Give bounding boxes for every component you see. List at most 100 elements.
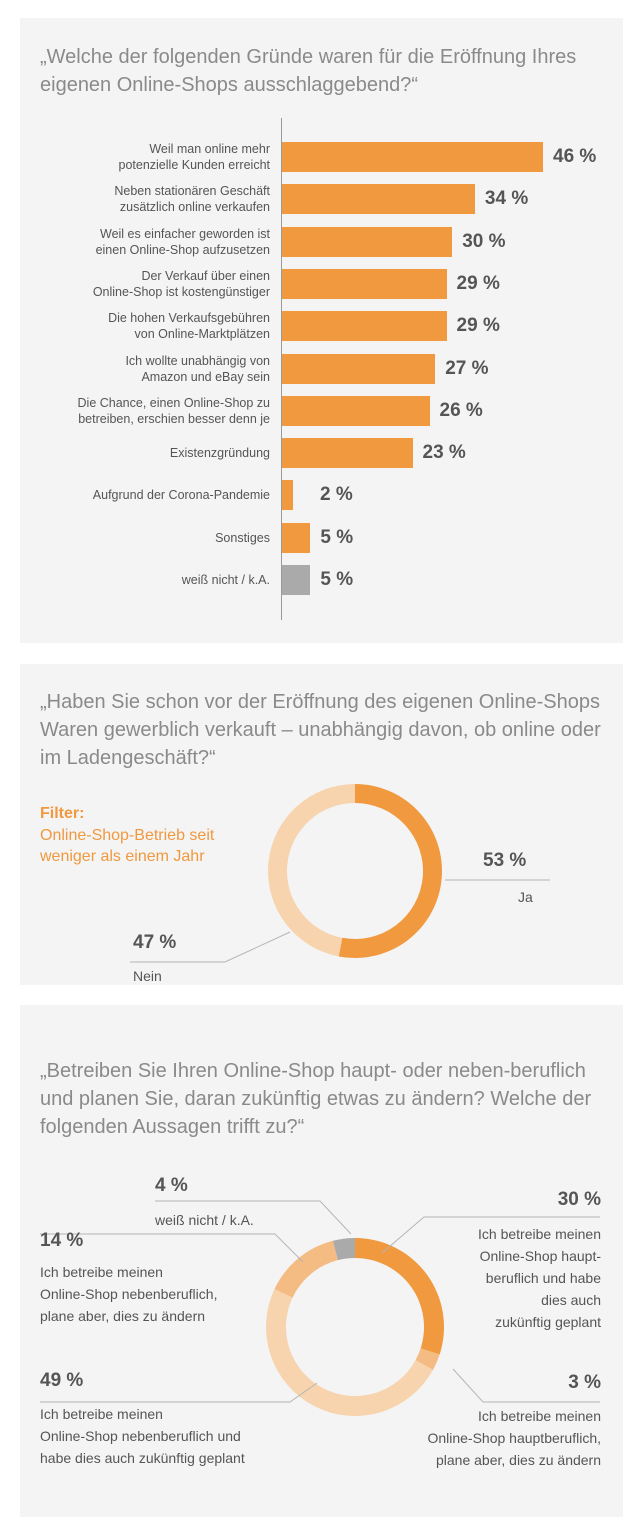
- donut-slice: [338, 784, 442, 958]
- employment-chart-panel: „Betreiben Sie Ihren Online-Shop haupt- …: [20, 1005, 623, 1517]
- bar-value-label: 5 %: [320, 526, 354, 548]
- bar-value-label: 5 %: [320, 569, 354, 590]
- bar-label: Existenzgründung: [20, 445, 270, 461]
- bar-label-line: Weil man online mehr: [149, 142, 270, 156]
- bar: [282, 480, 294, 511]
- bar-label: weiß nicht / k.A.: [20, 572, 270, 588]
- bar: [282, 226, 453, 257]
- bar-label-line: von Online-Marktplätzen: [134, 327, 270, 342]
- slice-label-line: plane aber, dies zu ändern: [435, 1452, 601, 1468]
- bar-label-line: betreiben, erschien besser denn je: [78, 411, 270, 426]
- bar: [282, 311, 447, 342]
- question-prior-sales: „Haben Sie schon vor der Eröffnung des e…: [40, 691, 601, 769]
- bar-label-line: potenzielle Kunden erreicht: [118, 158, 271, 172]
- bar-value-label: 29 %: [456, 315, 500, 337]
- filter-text: Online-Shop-Betrieb seit weniger als ein…: [40, 827, 215, 865]
- bar-label-line: Die hohen Verkaufsgebühren: [108, 311, 270, 326]
- slice-label-line: Ich betreibe meinen: [40, 1406, 163, 1422]
- bar-label: Der Verkauf über einen Online-Shop ist ko…: [20, 268, 270, 300]
- bar-value-label: 27 %: [445, 357, 489, 379]
- slice-label-line: Ich betreibe meinen: [478, 1226, 601, 1242]
- bar: [282, 522, 311, 553]
- bar-label: Aufgrund der Corona-Pandemie: [20, 487, 270, 503]
- slice-ja-label: Ja: [518, 889, 533, 905]
- filter-title: Filter:: [40, 805, 85, 822]
- bar-label-line: Online-Shop ist kostengünstiger: [92, 284, 270, 299]
- donut-slice: [355, 1238, 444, 1355]
- bar: [282, 565, 311, 595]
- donut-chart-employment: [40, 1200, 600, 1416]
- bar-chart-axis: [281, 118, 282, 620]
- bar-label-line: Der Verkauf über einen: [141, 268, 270, 283]
- leader-line: [381, 1216, 600, 1254]
- bar-label-line: Sonstiges: [215, 530, 270, 545]
- slice-label-line: beruflich und habe: [485, 1270, 601, 1286]
- slice-category-label: Ich betreibe meinen Online-Shop nebenberu…: [40, 1403, 245, 1469]
- question-employment: „Betreiben Sie Ihren Online-Shop haupt- …: [40, 1060, 592, 1138]
- donut-slice: [268, 784, 355, 957]
- slice-label-line: Ich betreibe meinen: [40, 1264, 163, 1280]
- bar: [282, 142, 543, 172]
- bar-value-label: 2 %: [320, 484, 353, 506]
- bar-label: Neben stationären Geschäft zusätzlich onl…: [20, 183, 270, 215]
- slice-label-line: habe dies auch zukünftig geplant: [40, 1450, 245, 1466]
- bar-label: Weil man online mehr potenzielle Kunden e…: [20, 141, 271, 173]
- bar-label-line: weiß nicht / k.A.: [181, 573, 270, 587]
- slice-label-line: dies auch: [541, 1292, 601, 1308]
- bar-value-label: 46 %: [553, 146, 597, 167]
- bar-label: Die Chance, einen Online-Shop zu betreibe…: [20, 395, 270, 427]
- slice-nein-value: 47 %: [133, 932, 177, 953]
- leader-line-nein: [130, 931, 291, 963]
- bar: [282, 438, 413, 469]
- prior-sales-chart-panel: „Haben Sie schon vor der Eröffnung des e…: [20, 664, 623, 985]
- slice-nein-label: Nein: [133, 968, 162, 984]
- donut-slice: [274, 1240, 338, 1298]
- bar-label-line: Ich wollte unabhängig von: [125, 353, 270, 368]
- bar-value-label: 23 %: [422, 442, 466, 464]
- slice-value-label: 3 %: [568, 1372, 601, 1393]
- leader-line: [40, 1382, 318, 1403]
- slice-label-line: zukünftig geplant: [495, 1314, 601, 1330]
- question-reasons: „Welche der folgenden Gründe waren für d…: [40, 46, 577, 96]
- leader-line: [452, 1368, 600, 1403]
- slice-label-line: weiß nicht / k.A.: [155, 1212, 254, 1228]
- donut-slice: [415, 1348, 440, 1370]
- bar-value-label: 34 %: [484, 188, 529, 210]
- bar-label: Weil es einfacher geworden ist einen Onli…: [20, 226, 270, 258]
- slice-label-line: Online-Shop haupt-: [479, 1248, 601, 1264]
- slice-label-line: Ich betreibe meinen: [478, 1408, 601, 1424]
- slice-ja-value: 53 %: [483, 850, 527, 871]
- slice-category-label: Ich betreibe meinen Online-Shop hauptberu…: [427, 1405, 601, 1471]
- slice-label-line: Online-Shop nebenberuflich,: [40, 1286, 218, 1302]
- bar-label-line: Die Chance, einen Online-Shop zu: [77, 395, 270, 410]
- slice-category-label: weiß nicht / k.A.: [155, 1209, 254, 1231]
- bar-label-line: Neben stationären Geschäft: [114, 184, 270, 199]
- bar-label-line: Weil es einfacher geworden ist: [100, 226, 270, 241]
- slice-value-label: 49 %: [40, 1370, 84, 1391]
- bar: [282, 353, 436, 384]
- slice-label-line: Online-Shop nebenberuflich und: [40, 1428, 241, 1444]
- slice-category-label: Ich betreibe meinen Online-Shop haupt-ber…: [478, 1223, 601, 1333]
- bar-value-label: 29 %: [456, 272, 500, 294]
- bar-label-line: Aufgrund der Corona-Pandemie: [92, 488, 270, 503]
- bar-label-line: einen Online-Shop aufzusetzen: [95, 242, 270, 257]
- slice-value-label: 30 %: [557, 1189, 601, 1210]
- bar-label-line: Amazon und eBay sein: [141, 369, 270, 384]
- slice-category-label: Ich betreibe meinen Online-Shop nebenberu…: [40, 1261, 217, 1327]
- slice-label-line: plane aber, dies zu ändern: [40, 1308, 206, 1324]
- bar-label: Sonstiges: [20, 530, 270, 546]
- bar-value-label: 30 %: [462, 230, 506, 252]
- donut-slice: [332, 1238, 355, 1261]
- slice-label-line: Online-Shop hauptberuflich,: [427, 1430, 601, 1446]
- leader-line: [40, 1233, 304, 1263]
- leader-line: [155, 1200, 352, 1235]
- bar: [282, 268, 447, 299]
- reasons-chart-panel: „Welche der folgenden Gründe waren für d…: [20, 18, 623, 643]
- donut-slice: [266, 1289, 433, 1416]
- bar-value-label: 26 %: [439, 399, 483, 421]
- donut-chart-prior-sales: [130, 784, 550, 963]
- bar: [282, 184, 475, 215]
- bar-label-line: zusätzlich online verkaufen: [119, 200, 270, 215]
- bar: [282, 395, 430, 426]
- slice-value-label: 14 %: [40, 1230, 84, 1251]
